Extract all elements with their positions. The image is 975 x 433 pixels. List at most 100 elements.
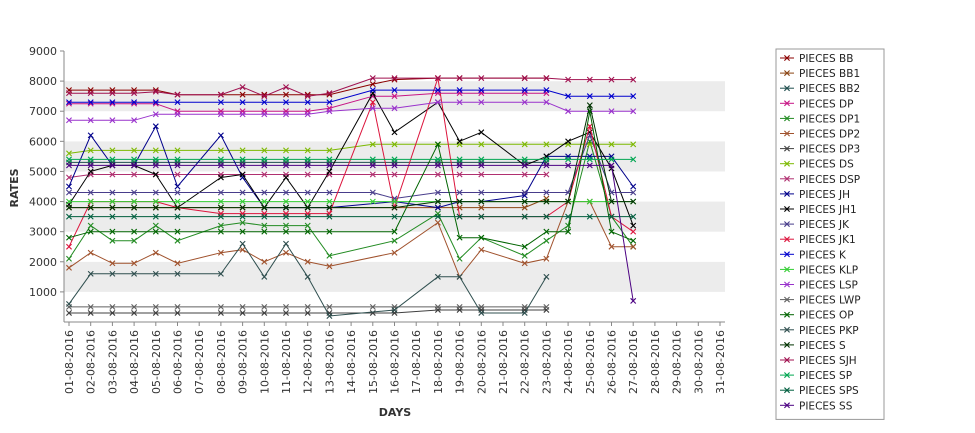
data-point-marker [391, 141, 398, 148]
data-point-marker [217, 91, 224, 98]
data-point-marker [66, 99, 72, 106]
data-point-marker [543, 255, 550, 262]
data-point-marker [326, 147, 333, 154]
data-point-marker [369, 162, 376, 169]
legend-marker [784, 100, 790, 107]
data-point-marker [434, 189, 441, 196]
data-point-marker [304, 156, 311, 163]
legend-item: PIECES BB2 [780, 83, 860, 95]
data-point-marker [66, 174, 72, 181]
data-point-marker [478, 189, 485, 196]
legend-item: PIECES OP [780, 310, 854, 322]
data-point-marker [456, 87, 463, 94]
series-pieces-ss [66, 162, 637, 304]
legend-item: PIECES DP2 [780, 129, 860, 141]
data-point-marker [239, 198, 246, 205]
data-point-marker [565, 93, 572, 100]
data-point-marker [304, 162, 311, 169]
data-point-marker [304, 147, 311, 154]
data-point-marker [87, 213, 94, 220]
data-point-marker [152, 162, 159, 169]
x-tick-label: 26-08-2016 [606, 330, 619, 394]
data-point-marker [174, 198, 181, 205]
legend-label: PIECES OP [799, 310, 854, 322]
data-point-marker [521, 309, 528, 316]
legend-item: PIECES DSP [780, 174, 860, 186]
data-point-marker [87, 147, 94, 154]
x-tick-label: 21-08-2016 [497, 330, 510, 394]
y-tick-label: 7000 [29, 105, 57, 118]
data-point-marker [304, 213, 311, 220]
legend-marker [784, 387, 790, 394]
data-point-marker [66, 117, 72, 124]
data-point-marker [434, 273, 441, 280]
legend-marker [784, 372, 790, 379]
legend-marker [784, 206, 790, 212]
data-point-marker [543, 87, 550, 94]
legend-item: PIECES SJH [780, 355, 857, 367]
data-point-marker [456, 138, 463, 145]
data-point-marker [326, 108, 333, 115]
data-point-marker [456, 171, 463, 178]
data-point-marker [391, 129, 398, 136]
legend-item: PIECES DP [780, 98, 853, 110]
legend-label: PIECES BB [799, 53, 853, 65]
legend-item: PIECES BB [780, 53, 853, 65]
legend-item: PIECES JK1 [780, 234, 856, 246]
data-point-marker [217, 174, 224, 181]
data-point-marker [261, 273, 268, 280]
data-point-marker [630, 189, 637, 196]
data-point-marker [283, 240, 289, 247]
y-tick-label: 4000 [29, 196, 57, 209]
data-point-marker [66, 234, 72, 241]
legend-item: PIECES LSP [780, 280, 858, 292]
data-point-marker [630, 228, 637, 235]
data-point-marker [87, 117, 94, 124]
data-point-marker [261, 213, 268, 220]
legend-label: PIECES S [799, 340, 846, 352]
data-point-marker [391, 105, 398, 112]
data-point-marker [217, 222, 224, 229]
data-point-marker [217, 132, 224, 139]
data-point-marker [434, 75, 441, 82]
legend-label: PIECES DP3 [799, 144, 860, 156]
legend-label: PIECES DS [799, 159, 854, 171]
y-tick-label: 6000 [29, 135, 57, 148]
data-point-marker [66, 204, 72, 211]
data-point-marker [521, 204, 528, 211]
data-point-marker [239, 189, 246, 196]
legend-marker [784, 251, 790, 258]
data-point-marker [131, 303, 138, 310]
x-tick-label: 12-08-2016 [302, 330, 315, 394]
data-point-marker [283, 162, 289, 169]
data-point-marker [304, 171, 311, 178]
legend-marker [784, 296, 790, 303]
data-point-marker [391, 306, 398, 313]
data-point-marker [456, 156, 463, 163]
data-point-marker [521, 260, 528, 267]
data-point-marker [87, 249, 94, 256]
data-point-marker [478, 162, 485, 169]
data-point-marker [456, 234, 463, 241]
legend-item: PIECES JK [780, 219, 850, 231]
data-point-marker [87, 204, 94, 211]
data-point-marker [586, 123, 593, 130]
data-point-marker [521, 243, 528, 250]
x-tick-label: 06-08-2016 [172, 330, 185, 394]
data-point-marker [304, 222, 311, 229]
data-point-marker [174, 171, 181, 178]
data-point-marker [608, 141, 615, 148]
data-point-marker [326, 156, 333, 163]
data-point-marker [174, 162, 181, 169]
data-point-marker [630, 76, 637, 83]
data-point-marker [565, 76, 572, 83]
legend-marker [784, 266, 790, 273]
data-point-marker [521, 87, 528, 94]
x-tick-label: 30-08-2016 [692, 330, 705, 394]
legend-item: PIECES DS [780, 159, 854, 171]
series-line [68, 111, 634, 248]
legend-item: PIECES SS [780, 400, 853, 412]
data-point-marker [369, 105, 376, 112]
legend-marker [784, 175, 790, 182]
data-point-marker [239, 309, 246, 316]
